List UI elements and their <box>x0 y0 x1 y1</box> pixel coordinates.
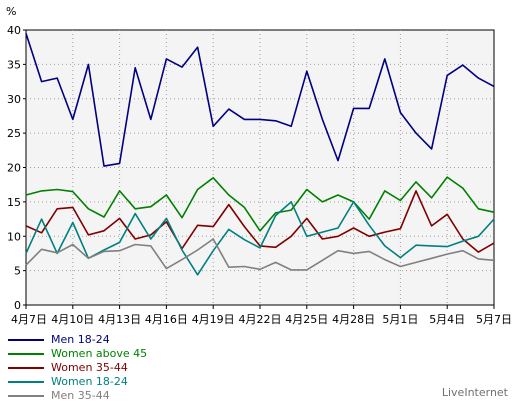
y-tick-label: 35 <box>7 58 21 71</box>
legend-item: Men 35-44 <box>8 389 147 403</box>
y-tick-label: 25 <box>7 127 21 140</box>
legend-item: Women 35-44 <box>8 361 147 375</box>
legend-label: Men 35-44 <box>51 389 110 402</box>
y-tick-label: 15 <box>7 196 21 209</box>
y-tick-label: 40 <box>7 24 21 37</box>
x-tick-label: 4月25日 <box>285 313 328 326</box>
legend-label: Women 18-24 <box>51 375 128 388</box>
y-tick-label: 0 <box>14 299 21 312</box>
x-axis: 4月7日 4月10日 4月13日 4月16日 4月19日 4月22日 4月25日 4月28日 5… <box>11 305 512 326</box>
legend: Men 18-24 Women above 45 Women 35-44 Women … <box>8 333 147 403</box>
x-tick-label: 4月28日 <box>332 313 375 326</box>
series-lines <box>25 33 495 276</box>
x-tick-label: 5月7日 <box>476 313 512 326</box>
x-tick-label: 5月1日 <box>382 313 418 326</box>
y-tick-label: 5 <box>14 265 21 278</box>
legend-label: Women 35-44 <box>51 361 128 374</box>
legend-item: Women 18-24 <box>8 375 147 389</box>
legend-swatch <box>8 367 44 369</box>
y-axis-unit: % <box>6 5 16 18</box>
x-tick-label: 5月4日 <box>429 313 465 326</box>
legend-swatch <box>8 395 44 397</box>
y-tick-label: 10 <box>7 230 21 243</box>
y-tick-label: 20 <box>7 162 21 175</box>
x-tick-label: 4月7日 <box>11 313 47 326</box>
x-tick-label: 4月10日 <box>51 313 94 326</box>
y-axis: % 0 5 10 15 20 25 30 35 40 <box>6 5 26 312</box>
legend-item: Women above 45 <box>8 347 147 361</box>
x-tick-label: 4月19日 <box>192 313 235 326</box>
series-line-3 <box>25 201 495 276</box>
legend-label: Women above 45 <box>51 347 148 360</box>
brand-label: LiveInternet <box>441 386 508 399</box>
legend-swatch <box>8 353 44 355</box>
y-tick-label: 30 <box>7 93 21 106</box>
series-line-2 <box>25 190 495 253</box>
legend-swatch <box>8 381 44 383</box>
x-tick-label: 4月13日 <box>98 313 141 326</box>
x-tick-label: 4月22日 <box>239 313 282 326</box>
x-tick-label: 4月16日 <box>145 313 188 326</box>
series-line-1 <box>25 176 495 232</box>
legend-label: Men 18-24 <box>51 333 110 346</box>
legend-item: Men 18-24 <box>8 333 147 347</box>
series-line-0 <box>25 33 495 167</box>
series-line-4 <box>25 238 495 271</box>
plot-area <box>25 29 495 306</box>
legend-swatch <box>8 339 44 341</box>
